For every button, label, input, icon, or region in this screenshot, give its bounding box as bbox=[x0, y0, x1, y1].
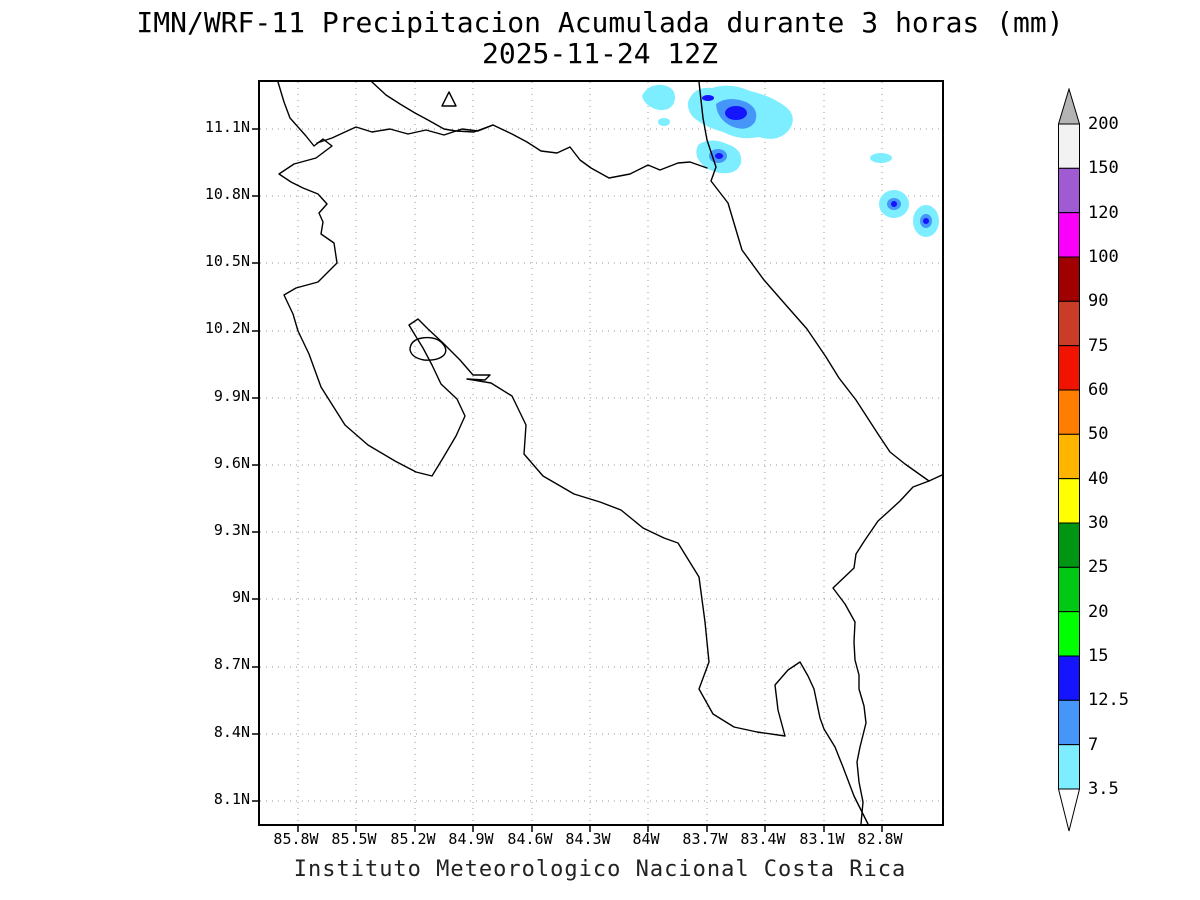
lon-tick-label: 85.5W bbox=[331, 830, 377, 848]
precip-patch-heavy bbox=[702, 95, 929, 224]
colorbar-tick-label: 25 bbox=[1088, 557, 1109, 577]
colorbar-segment bbox=[1058, 389, 1080, 435]
lat-tick-label: 9.9N bbox=[213, 387, 250, 405]
precip-patch-light bbox=[642, 84, 939, 237]
colorbar-segments bbox=[1058, 123, 1080, 790]
caribbean-coastline-path bbox=[698, 81, 943, 482]
precip-overlay bbox=[642, 84, 939, 237]
colorbar-tick-label: 40 bbox=[1088, 469, 1109, 489]
lat-tick-label: 10.8N bbox=[204, 185, 250, 203]
colorbar-segment bbox=[1058, 699, 1080, 746]
colorbar-tick-label: 150 bbox=[1088, 158, 1119, 178]
lon-tick-label: 82.8W bbox=[857, 830, 903, 848]
colorbar-segment bbox=[1058, 167, 1080, 214]
colorbar-tick-label: 50 bbox=[1088, 424, 1109, 444]
plot-title: IMN/WRF-11 Precipitacion Acumulada duran… bbox=[136, 6, 1064, 39]
colorbar-segment bbox=[1058, 212, 1080, 258]
lon-tick-label: 83.7W bbox=[682, 830, 728, 848]
lat-tick-label: 11.1N bbox=[204, 118, 250, 136]
colorbar-segment bbox=[1058, 611, 1080, 657]
lon-tick-label: 84.6W bbox=[507, 830, 553, 848]
triangle-marker-icon bbox=[441, 91, 457, 107]
colorbar-tick-label: 100 bbox=[1088, 247, 1119, 267]
colorbar-tick-label: 30 bbox=[1088, 513, 1109, 533]
colorbar-tick-label: 7 bbox=[1088, 735, 1099, 755]
colorbar-tick-label: 90 bbox=[1088, 291, 1109, 311]
lon-tick-label: 84W bbox=[632, 830, 660, 848]
lon-tick-label: 84.9W bbox=[448, 830, 494, 848]
colorbar-segment bbox=[1058, 256, 1080, 302]
nicaragua-border-path bbox=[316, 124, 494, 144]
coastline bbox=[277, 81, 943, 825]
colorbar-top-arrow bbox=[1057, 87, 1081, 125]
lat-tick-label: 9.6N bbox=[213, 454, 250, 472]
gridlines bbox=[260, 82, 942, 824]
footer-caption: Instituto Meteorologico Nacional Costa R… bbox=[293, 857, 907, 882]
colorbar-tick-label: 12.5 bbox=[1088, 690, 1129, 710]
lat-tick-label: 8.1N bbox=[213, 790, 250, 808]
colorbar-segment bbox=[1058, 744, 1080, 790]
map-plot bbox=[252, 80, 944, 832]
colorbar-tick-label: 200 bbox=[1088, 114, 1119, 134]
axis-ticks bbox=[252, 128, 883, 832]
lon-tick-label: 85.2W bbox=[390, 830, 436, 848]
colorbar-segment bbox=[1058, 655, 1080, 701]
colorbar-segment bbox=[1058, 123, 1080, 169]
chira-island-path bbox=[409, 336, 447, 361]
lat-tick-label: 8.4N bbox=[213, 723, 250, 741]
lon-tick-label: 83.1W bbox=[799, 830, 845, 848]
colorbar-tick-label: 20 bbox=[1088, 602, 1109, 622]
colorbar-segment bbox=[1058, 566, 1080, 613]
lat-tick-label: 10.5N bbox=[204, 252, 250, 270]
lon-tick-label: 83.4W bbox=[740, 830, 786, 848]
colorbar-segment bbox=[1058, 478, 1080, 524]
lat-tick-label: 9N bbox=[231, 588, 250, 606]
panama-border-path bbox=[832, 480, 930, 825]
colorbar-segment bbox=[1058, 433, 1080, 480]
colorbar bbox=[1057, 87, 1081, 832]
lat-tick-label: 10.2N bbox=[204, 319, 250, 337]
colorbar-segment bbox=[1058, 300, 1080, 347]
map-canvas bbox=[252, 81, 943, 832]
rio-san-juan-border-path bbox=[371, 81, 708, 179]
colorbar-segment bbox=[1058, 345, 1080, 391]
lat-tick-label: 8.7N bbox=[213, 655, 250, 673]
lat-tick-label: 9.3N bbox=[213, 521, 250, 539]
plot-subtitle-datetime: 2025-11-24 12Z bbox=[481, 37, 718, 70]
pacific-coastline-path bbox=[277, 81, 869, 825]
colorbar-tick-label: 75 bbox=[1088, 336, 1109, 356]
lon-tick-label: 85.8W bbox=[273, 830, 319, 848]
colorbar-bottom-arrow bbox=[1057, 788, 1081, 832]
colorbar-tick-label: 3.5 bbox=[1088, 779, 1119, 799]
colorbar-tick-label: 15 bbox=[1088, 646, 1109, 666]
colorbar-tick-label: 120 bbox=[1088, 203, 1119, 223]
colorbar-tick-label: 60 bbox=[1088, 380, 1109, 400]
lon-tick-label: 84.3W bbox=[565, 830, 611, 848]
colorbar-segment bbox=[1058, 522, 1080, 568]
